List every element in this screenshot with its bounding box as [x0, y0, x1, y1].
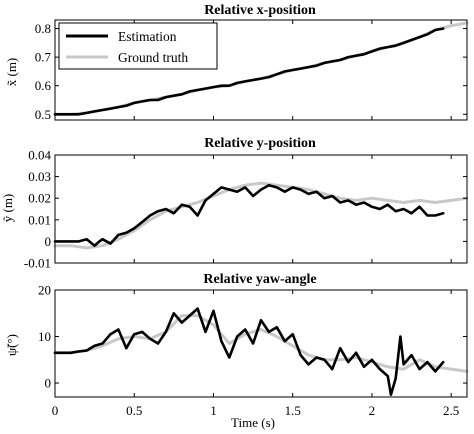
legend: Estimation Ground truth — [58, 22, 218, 70]
chart-title: Relative x-position — [204, 3, 316, 18]
plot-frame — [54, 154, 468, 264]
series-line-estimation — [53, 27, 445, 116]
series-line-ground-truth — [53, 181, 469, 250]
plot-frame — [54, 289, 468, 398]
y-tick-label: 0.5 — [35, 107, 51, 122]
x-tick-label: 0 — [52, 403, 59, 418]
chart-x-position: Relative x-position 0.50.60.70.8 x̃ (m) … — [4, 3, 469, 122]
x-axis-label: Time (s) — [231, 415, 275, 430]
legend-label-ground-truth: Ground truth — [118, 50, 188, 65]
y-tick-label: 0 — [45, 234, 52, 249]
y-tick-label: 20 — [38, 283, 51, 298]
series-line-estimation — [53, 307, 445, 396]
y-tick-label: 0 — [45, 376, 52, 391]
chart-title: Relative y-position — [204, 136, 316, 151]
y-tick-label: -0.01 — [24, 256, 51, 271]
legend-box — [58, 22, 218, 70]
y-tick-label: 0.8 — [35, 21, 51, 36]
x-tick-label: 1.5 — [285, 403, 301, 418]
x-tick-label: 2.5 — [443, 403, 459, 418]
x-tick-label: 0.5 — [126, 403, 142, 418]
y-tick-label: 0.04 — [28, 148, 51, 163]
y-tick-label: 0.01 — [28, 212, 51, 227]
chart-title: Relative yaw-angle — [203, 272, 316, 287]
y-axis-label: ỹ (m) — [0, 194, 15, 223]
x-tick-label: 2 — [369, 403, 376, 418]
y-axis-label: ψ̃(°) — [4, 334, 19, 356]
chart-yaw-angle: Relative yaw-angle 0 0.5 1 1.5 2 2.5 0 10 20 ψ̃(… — [4, 272, 469, 430]
series-line-ground-truth — [53, 314, 469, 373]
y-tick-label: 0.03 — [28, 169, 51, 184]
y-tick-label: 10 — [38, 329, 51, 344]
chart-y-position: Relative y-position -0.01 0 0.01 0.02 0.03 0.… — [0, 136, 469, 271]
legend-label-estimation: Estimation — [118, 29, 177, 44]
y-tick-label: 0.02 — [28, 191, 51, 206]
x-tick-label: 1 — [210, 403, 217, 418]
y-axis-label: x̃ (m) — [4, 58, 19, 87]
y-tick-label: 0.6 — [35, 78, 52, 93]
series-line-estimation — [53, 183, 445, 247]
plot-frame — [54, 19, 468, 121]
y-tick-label: 0.7 — [35, 50, 52, 65]
